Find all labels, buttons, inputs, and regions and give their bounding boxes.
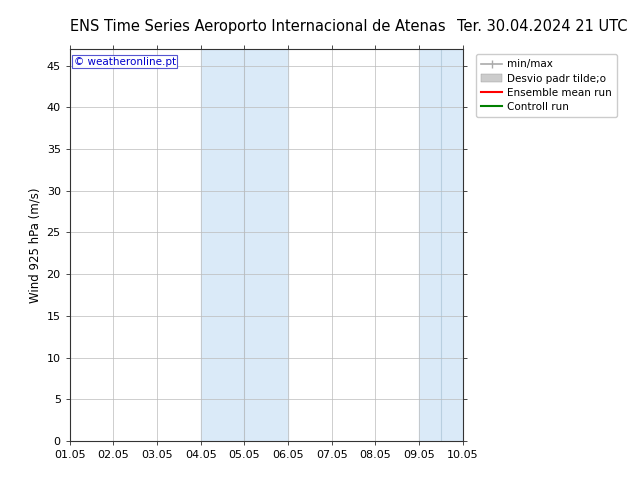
Text: © weatheronline.pt: © weatheronline.pt — [74, 57, 176, 67]
Text: ENS Time Series Aeroporto Internacional de Atenas: ENS Time Series Aeroporto Internacional … — [70, 19, 445, 34]
Text: Ter. 30.04.2024 21 UTC: Ter. 30.04.2024 21 UTC — [457, 19, 628, 34]
Bar — [201, 49, 288, 441]
Legend: min/max, Desvio padr tilde;o, Ensemble mean run, Controll run: min/max, Desvio padr tilde;o, Ensemble m… — [476, 54, 617, 117]
Y-axis label: Wind 925 hPa (m/s): Wind 925 hPa (m/s) — [28, 187, 41, 303]
Bar — [419, 49, 463, 441]
